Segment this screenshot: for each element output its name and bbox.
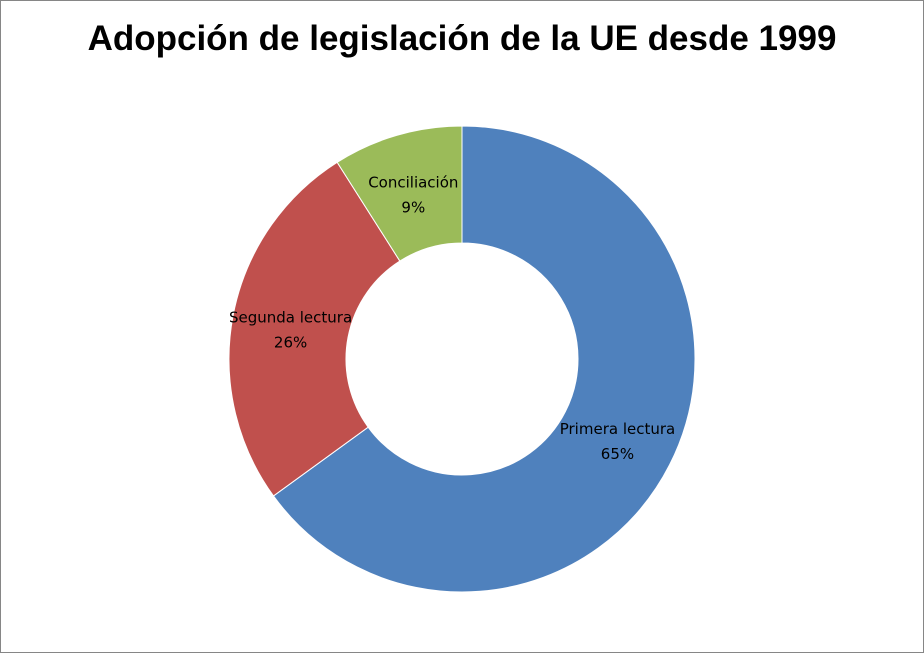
data-label-value: 65% [601, 445, 634, 463]
data-label-category: Segunda lectura [229, 308, 352, 326]
chart-title: Adopción de legislación de la UE desde 1… [87, 19, 837, 58]
data-label-category: Primera lectura [560, 420, 675, 438]
data-label-value: 9% [401, 198, 425, 216]
data-label-conciliacion: Conciliación 9% [368, 173, 458, 216]
data-label-value: 26% [274, 333, 307, 351]
data-label-category: Conciliación [368, 173, 458, 191]
slice-segunda-lectura [228, 161, 401, 497]
slice-conciliacion [336, 125, 463, 262]
data-label-primera-lectura: Primera lectura 65% [560, 420, 675, 463]
slice-primera-lectura [272, 125, 696, 593]
data-label-segunda-lectura: Segunda lectura 26% [229, 308, 352, 351]
